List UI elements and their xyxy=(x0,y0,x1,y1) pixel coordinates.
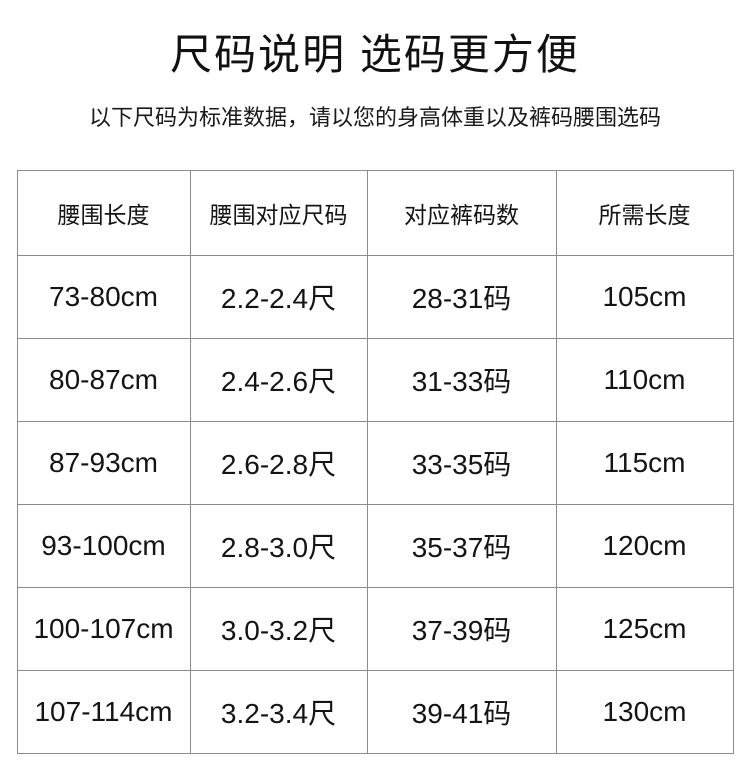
table-cell: 110cm xyxy=(555,338,734,422)
table-cell: 39-41码 xyxy=(366,670,557,754)
table-row: 107-114cm 3.2-3.4尺 39-41码 130cm xyxy=(16,670,734,754)
page-title: 尺码说明 选码更方便 xyxy=(170,31,580,78)
table-cell: 3.2-3.4尺 xyxy=(189,670,368,754)
table-cell: 28-31码 xyxy=(366,255,557,339)
table-cell: 130cm xyxy=(555,670,734,754)
table-row: 73-80cm 2.2-2.4尺 28-31码 105cm xyxy=(16,255,734,339)
table-cell: 2.8-3.0尺 xyxy=(189,504,368,588)
table-cell: 31-33码 xyxy=(366,338,557,422)
table-cell: 107-114cm xyxy=(16,670,191,754)
table-cell: 87-93cm xyxy=(16,421,191,505)
table-cell: 2.4-2.6尺 xyxy=(189,338,368,422)
table-cell: 37-39码 xyxy=(366,587,557,671)
table-cell: 80-87cm xyxy=(16,338,191,422)
column-header-pants-size: 对应裤码数 xyxy=(366,170,557,256)
column-header-waist-length: 腰围长度 xyxy=(16,170,191,256)
table-cell: 93-100cm xyxy=(16,504,191,588)
table-row: 100-107cm 3.0-3.2尺 37-39码 125cm xyxy=(16,587,734,671)
table-cell: 2.6-2.8尺 xyxy=(189,421,368,505)
table-cell: 115cm xyxy=(555,421,734,505)
table-cell: 3.0-3.2尺 xyxy=(189,587,368,671)
table-cell: 105cm xyxy=(555,255,734,339)
table-row: 80-87cm 2.4-2.6尺 31-33码 110cm xyxy=(16,338,734,422)
table-cell: 2.2-2.4尺 xyxy=(189,255,368,339)
table-cell: 125cm xyxy=(555,587,734,671)
column-header-waist-chi-size: 腰围对应尺码 xyxy=(189,170,368,256)
table-row: 87-93cm 2.6-2.8尺 33-35码 115cm xyxy=(16,421,734,505)
page-subtitle: 以下尺码为标准数据，请以您的身高体重以及裤码腰围选码 xyxy=(88,105,661,130)
table-row: 93-100cm 2.8-3.0尺 35-37码 120cm xyxy=(16,504,734,588)
table-cell: 120cm xyxy=(555,504,734,588)
size-table: 腰围长度 腰围对应尺码 对应裤码数 所需长度 73-80cm 2.2-2.4尺 … xyxy=(16,170,734,754)
table-header-row: 腰围长度 腰围对应尺码 对应裤码数 所需长度 xyxy=(16,170,734,256)
column-header-required-length: 所需长度 xyxy=(555,170,734,256)
table-cell: 33-35码 xyxy=(366,421,557,505)
table-cell: 73-80cm xyxy=(16,255,191,339)
table-cell: 100-107cm xyxy=(16,587,191,671)
table-cell: 35-37码 xyxy=(366,504,557,588)
